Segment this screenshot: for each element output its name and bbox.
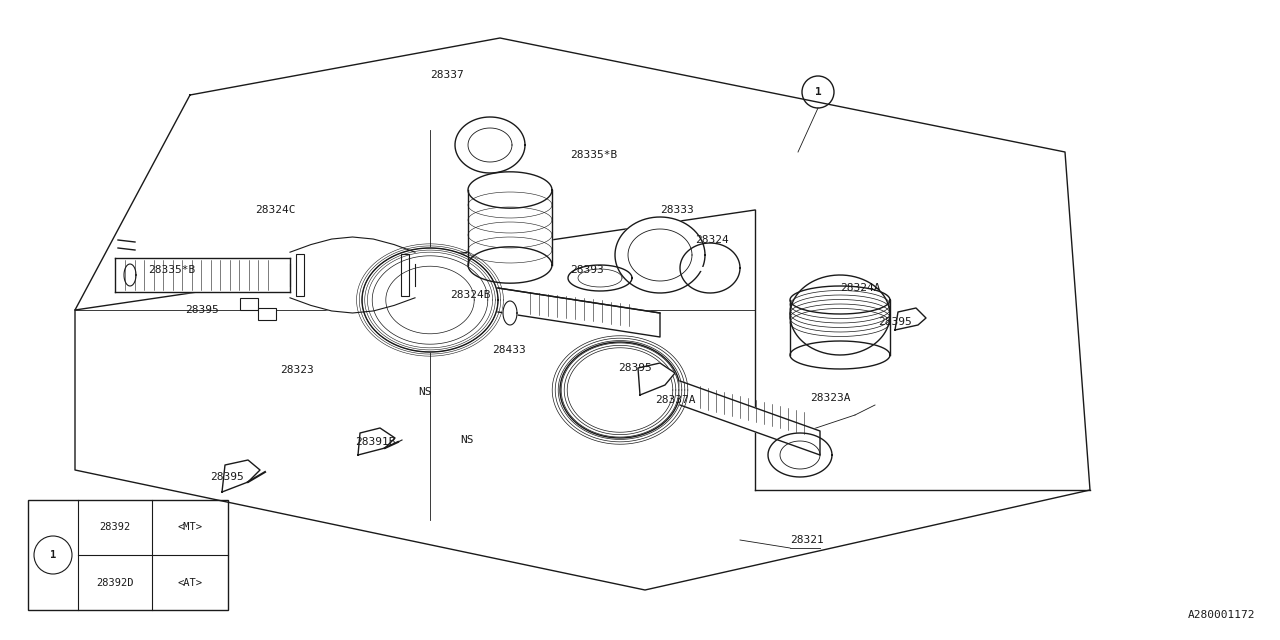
- Polygon shape: [124, 264, 136, 286]
- Polygon shape: [790, 300, 890, 355]
- Bar: [401, 254, 410, 296]
- Polygon shape: [454, 117, 525, 173]
- Text: 28392: 28392: [100, 522, 131, 532]
- Text: 28395: 28395: [878, 317, 911, 327]
- Bar: [296, 254, 305, 296]
- Polygon shape: [498, 288, 660, 337]
- Text: A280001172: A280001172: [1188, 610, 1254, 620]
- Text: <AT>: <AT>: [178, 577, 202, 588]
- Bar: [259, 308, 276, 320]
- Text: NS: NS: [460, 435, 474, 445]
- Polygon shape: [895, 308, 925, 330]
- Polygon shape: [503, 301, 517, 325]
- Polygon shape: [790, 275, 890, 355]
- Polygon shape: [291, 237, 415, 313]
- Polygon shape: [468, 247, 552, 283]
- Text: 28323A: 28323A: [810, 393, 850, 403]
- Text: 1: 1: [50, 550, 56, 560]
- Polygon shape: [561, 342, 680, 438]
- Polygon shape: [637, 363, 675, 395]
- Text: 28433: 28433: [492, 345, 526, 355]
- Text: 28324A: 28324A: [840, 283, 881, 293]
- Polygon shape: [768, 433, 832, 477]
- Polygon shape: [358, 428, 396, 455]
- Text: 1: 1: [814, 87, 822, 97]
- Polygon shape: [790, 286, 890, 314]
- Polygon shape: [680, 243, 740, 293]
- Text: 28337A: 28337A: [655, 395, 695, 405]
- Polygon shape: [221, 460, 260, 492]
- Polygon shape: [790, 341, 890, 369]
- Polygon shape: [680, 381, 820, 455]
- Polygon shape: [468, 172, 552, 208]
- Text: 28337: 28337: [430, 70, 463, 80]
- Bar: [241, 298, 259, 310]
- Text: <MT>: <MT>: [178, 522, 202, 532]
- Text: 28324C: 28324C: [255, 205, 296, 215]
- Polygon shape: [468, 190, 552, 265]
- Text: 28333: 28333: [660, 205, 694, 215]
- Polygon shape: [362, 248, 498, 352]
- Text: 28391B: 28391B: [355, 437, 396, 447]
- Text: 28321: 28321: [790, 535, 824, 545]
- Text: 28395: 28395: [210, 472, 243, 482]
- Text: 28393: 28393: [570, 265, 604, 275]
- Text: 28324: 28324: [695, 235, 728, 245]
- Text: 28395: 28395: [618, 363, 652, 373]
- Bar: [28, 500, 228, 610]
- Text: 28335*B: 28335*B: [570, 150, 617, 160]
- Text: 28324B: 28324B: [451, 290, 490, 300]
- Polygon shape: [614, 217, 705, 293]
- Text: 28395: 28395: [186, 305, 219, 315]
- Text: 28335*B: 28335*B: [148, 265, 196, 275]
- Text: 28392D: 28392D: [96, 577, 133, 588]
- Text: NS: NS: [419, 387, 431, 397]
- Polygon shape: [568, 265, 632, 291]
- Polygon shape: [115, 258, 291, 292]
- Text: 28323: 28323: [280, 365, 314, 375]
